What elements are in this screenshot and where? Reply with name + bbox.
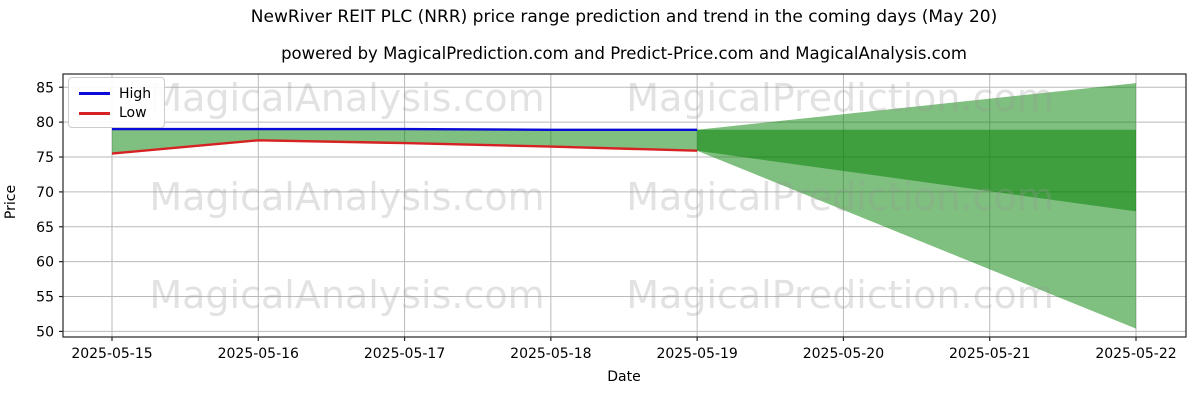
y-tick-label: 55 [36, 290, 54, 306]
watermark-text: MagicalPrediction.com [626, 76, 1054, 120]
legend-item-high: High [79, 84, 156, 104]
x-tick-label: 2025-05-20 [803, 346, 884, 362]
chart-subtitle: powered by MagicalPrediction.com and Pre… [281, 44, 967, 63]
y-axis-label: Price [3, 184, 19, 220]
y-tick-label: 80 [36, 115, 54, 131]
watermark-text: MagicalPrediction.com [626, 273, 1054, 317]
y-tick-label: 60 [36, 255, 54, 271]
x-tick-label: 2025-05-16 [218, 346, 299, 362]
forecast-inner-band [697, 129, 1136, 212]
y-tick-label: 75 [36, 150, 54, 166]
high-line [112, 127, 698, 132]
watermark-text: MagicalAnalysis.com [149, 76, 544, 120]
watermark-text: MagicalPrediction.com [626, 175, 1054, 219]
y-tick-label: 50 [36, 324, 54, 340]
watermark-text: MagicalAnalysis.com [149, 175, 544, 219]
high-line-swatch [79, 92, 110, 96]
low-line-swatch [79, 111, 110, 115]
legend: High Low [68, 77, 165, 128]
x-tick-label: 2025-05-17 [364, 346, 445, 362]
x-tick-label: 2025-05-21 [949, 346, 1030, 362]
y-tick-label: 70 [36, 185, 54, 201]
y-tick-label: 65 [36, 220, 54, 236]
low-line [111, 139, 698, 155]
x-axis-label: Date [607, 369, 641, 385]
x-tick-label: 2025-05-22 [1095, 346, 1176, 362]
legend-label-low: Low [119, 105, 147, 122]
x-tick-label: 2025-05-18 [510, 346, 591, 362]
watermark-text: MagicalAnalysis.com [149, 273, 544, 317]
legend-label-high: High [119, 85, 152, 102]
y-tick-label: 85 [36, 80, 54, 96]
plot-frame [62, 73, 1187, 338]
chart-title: NewRiver REIT PLC (NRR) price range pred… [250, 7, 998, 27]
legend-item-low: Low [79, 104, 156, 124]
historical-range-band [112, 129, 698, 154]
x-tick-label: 2025-05-15 [71, 346, 152, 362]
x-tick-label: 2025-05-19 [656, 346, 737, 362]
